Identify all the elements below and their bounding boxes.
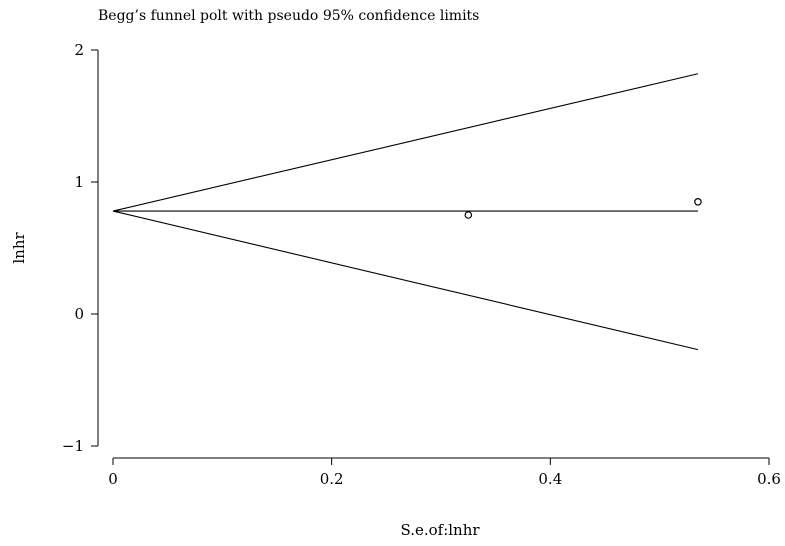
axes: −1 0 1 2 0 0.2 0.4 0.6 [62, 41, 781, 488]
upper-confidence-limit-line [112, 73, 699, 212]
data-points [464, 198, 702, 219]
y-tick-label: 0 [74, 305, 84, 323]
x-axis-label: S.e.of:lnhr [400, 521, 480, 539]
y-axis-label: lnhr [10, 232, 28, 264]
study-point [464, 211, 473, 219]
y-tick-label: 1 [74, 173, 84, 191]
lower-confidence-limit-line [112, 210, 699, 351]
study-point [694, 198, 702, 206]
funnel-lines [112, 73, 699, 351]
y-tick-label: 2 [74, 41, 84, 59]
x-tick-label: 0.2 [320, 470, 344, 488]
x-tick-label: 0 [108, 470, 118, 488]
x-tick-label: 0.6 [757, 470, 781, 488]
chart-title: Begg’s funnel polt with pseudo 95% confi… [98, 8, 479, 24]
y-tick-label: −1 [62, 437, 84, 455]
x-tick-label: 0.4 [538, 470, 562, 488]
